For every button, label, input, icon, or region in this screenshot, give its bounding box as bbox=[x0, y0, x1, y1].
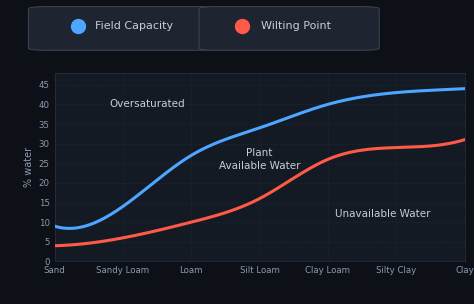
FancyBboxPatch shape bbox=[199, 7, 379, 50]
Y-axis label: % water: % water bbox=[25, 147, 35, 187]
FancyBboxPatch shape bbox=[28, 7, 218, 50]
Text: Oversaturated: Oversaturated bbox=[109, 99, 185, 109]
Text: Wilting Point: Wilting Point bbox=[261, 21, 331, 31]
Text: Field Capacity: Field Capacity bbox=[95, 21, 173, 31]
Text: Unavailable Water: Unavailable Water bbox=[335, 209, 430, 219]
Text: Plant
Available Water: Plant Available Water bbox=[219, 148, 300, 171]
